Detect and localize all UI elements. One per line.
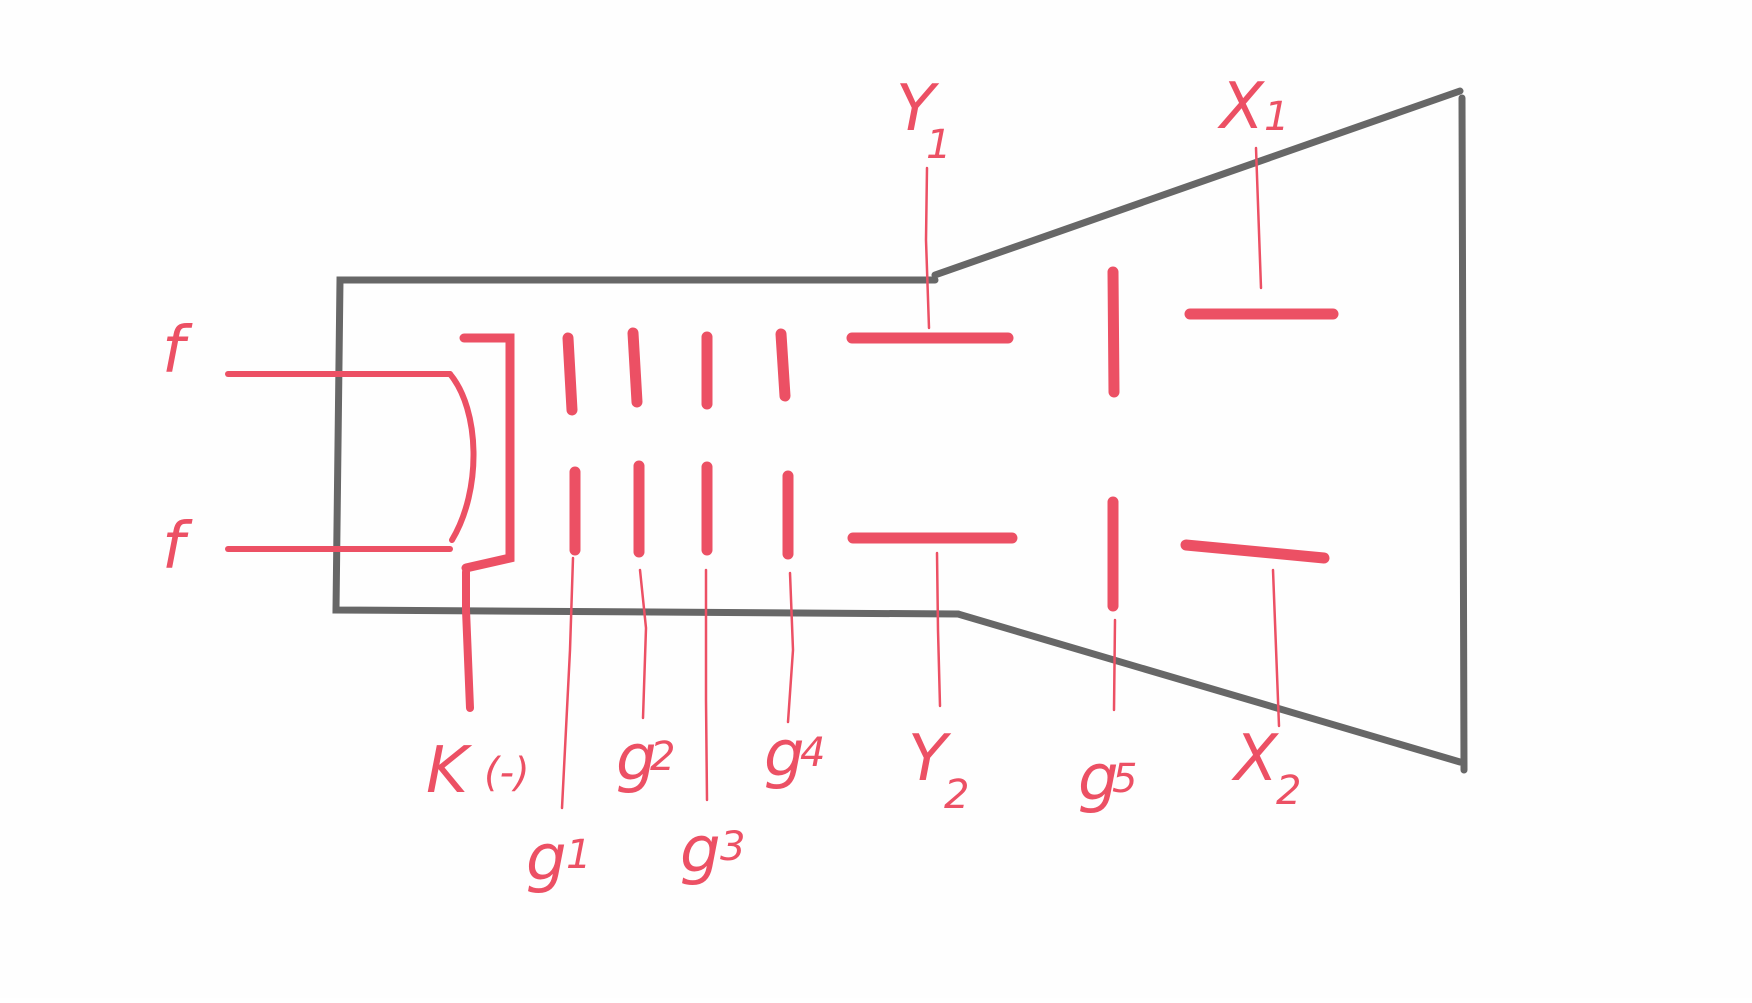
grid-g4-upper <box>775 328 791 402</box>
y-deflection-plates <box>846 166 1018 708</box>
lead-g3 <box>704 568 709 802</box>
label-x1: X <box>1217 70 1265 144</box>
label-g5: g <box>1078 742 1119 816</box>
grid-g5-upper <box>1107 266 1120 398</box>
filament-cathode <box>225 333 515 712</box>
label-g4: g <box>764 718 805 792</box>
label-g5-sub: 5 <box>1112 756 1137 802</box>
label-g1-sub: 1 <box>566 832 591 878</box>
tube-neck-outline <box>332 276 962 618</box>
label-x1-sub: 1 <box>1264 94 1289 140</box>
label-f-top: f <box>162 314 193 388</box>
label-cathode-sign: (-) <box>484 750 530 796</box>
label-y1-sub: 1 <box>926 122 951 168</box>
label-x2-sub: 2 <box>1276 768 1301 814</box>
lead-y2 <box>935 551 942 708</box>
grid-g1-upper <box>562 332 578 416</box>
labels: f f K (-) g 1 g 2 g 3 g 4 Y 2 g 5 X 2 Y … <box>162 70 1301 896</box>
label-g4-sub: 4 <box>800 730 825 776</box>
lead-g1 <box>560 556 575 810</box>
lead-y1 <box>924 166 931 330</box>
grid-g5 <box>1107 266 1120 712</box>
label-x2: X <box>1231 722 1279 796</box>
label-y2: Y <box>908 722 952 796</box>
label-y1: Y <box>896 72 940 146</box>
lead-x1 <box>1254 146 1263 290</box>
label-f-bottom: f <box>162 510 193 584</box>
label-g1: g <box>526 822 567 896</box>
grid-g2-upper <box>627 327 643 408</box>
label-g3: g <box>680 814 721 888</box>
filament-heater <box>447 371 477 543</box>
label-g2-sub: 2 <box>650 734 675 780</box>
x-deflection-plates <box>1180 146 1339 728</box>
tube-envelope <box>332 87 1468 774</box>
label-g3-sub: 3 <box>720 824 745 870</box>
lead-x2 <box>1271 568 1281 728</box>
lead-g5 <box>1112 618 1117 712</box>
cathode-cup <box>459 333 515 573</box>
grid-electrodes <box>562 327 794 560</box>
tube-flare-bottom <box>954 610 1464 766</box>
label-cathode: K <box>426 734 473 808</box>
plate-x2 <box>1180 539 1330 564</box>
label-g2: g <box>616 722 657 796</box>
label-y2-sub: 2 <box>944 772 969 818</box>
cathode-lead <box>462 568 474 712</box>
lead-g2 <box>638 568 648 720</box>
grid-leads <box>560 556 795 810</box>
tube-screen <box>1458 94 1468 774</box>
tube-flare-top <box>931 87 1464 279</box>
lead-g4 <box>786 571 795 724</box>
